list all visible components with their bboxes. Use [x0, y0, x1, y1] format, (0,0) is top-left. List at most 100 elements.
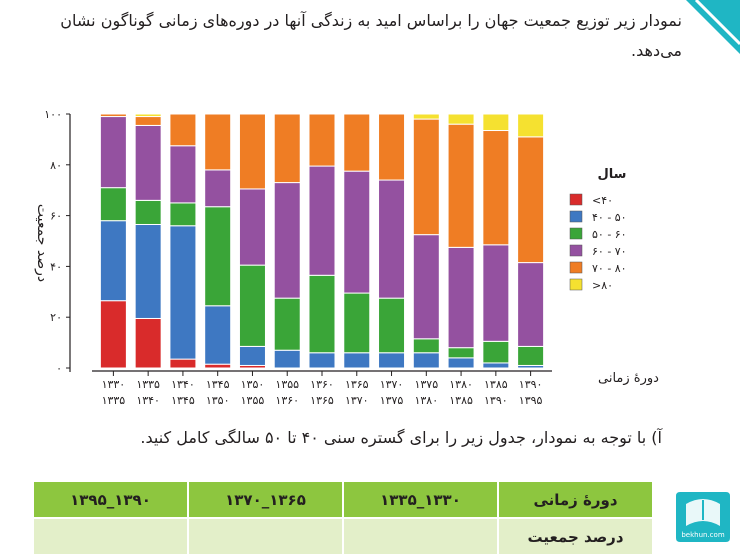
chart-x-tick-labels: ۱۳۳۰ ۱۳۳۵ ۱۳۳۵ ۱۳۴۰ ۱۳۴۰ ۱۳۴۵ ۱۳۴۵ ۱۳۵۰ ۱۳۵۰ ۱۳۵۵… [102, 371, 543, 407]
x-tick-label-end: ۱۳۴۰ [136, 394, 160, 407]
bar-segment [273, 349, 301, 369]
bar-segment [482, 113, 510, 132]
bar-segment [134, 223, 162, 319]
bar-segment [447, 113, 475, 125]
corner-fold-decoration [686, 0, 740, 54]
bar-segment [169, 225, 197, 360]
bar-segment [204, 363, 232, 369]
table-header-period-2: ۱۳۶۵_۱۳۷۰ [187, 480, 344, 519]
bar-segment [99, 300, 127, 369]
bar-segment [99, 113, 127, 118]
legend-swatch [569, 244, 583, 257]
bar-segment [204, 169, 232, 208]
answer-cell-3[interactable] [32, 517, 189, 556]
y-tick-label: ۸۰ [50, 159, 62, 172]
x-tick-label-start: ۱۳۵۰ [241, 378, 265, 391]
bar-segment [99, 116, 127, 189]
x-tick-label-end: ۱۳۹۵ [519, 394, 543, 407]
x-tick-label-start: ۱۳۸۰ [449, 378, 473, 391]
bar-segment [343, 352, 371, 369]
x-tick-label-start: ۱۳۶۵ [345, 378, 369, 391]
bar-segment [517, 113, 545, 138]
bar-segment [447, 347, 475, 359]
bar-segment [517, 262, 545, 347]
bar-segment [134, 116, 162, 126]
x-tick-label-start: ۱۳۵۵ [275, 378, 299, 391]
bar-segment [238, 264, 266, 347]
bar-segment [169, 202, 197, 227]
bar-segment [412, 118, 440, 236]
legend-title: سال [598, 167, 627, 182]
bar-segment [447, 246, 475, 349]
chart-y-tick-labels: ۰ ۲۰ ۴۰ ۶۰ ۸۰ ۱۰۰ [44, 108, 70, 375]
bar-segment [238, 345, 266, 366]
bar-segment [343, 170, 371, 294]
chart-bars [99, 113, 545, 369]
bar-segment [517, 136, 545, 264]
table-row: درصد جمعیت [32, 517, 654, 556]
bar-segment [412, 352, 440, 369]
bar-segment [169, 145, 197, 204]
chart-x-axis-label: دورهٔ زمانی [598, 371, 659, 386]
bar-segment [447, 123, 475, 248]
x-tick-label-start: ۱۳۸۵ [484, 378, 508, 391]
bar-segment [134, 124, 162, 201]
table-header-period-1: ۱۳۳۰_۱۳۳۵ [342, 480, 499, 519]
bar-segment [517, 345, 545, 366]
bar-segment [99, 187, 127, 222]
legend-swatch [569, 210, 583, 223]
bar-segment [343, 292, 371, 354]
bar-segment [308, 352, 336, 369]
x-tick-label-end: ۱۳۵۰ [206, 394, 230, 407]
x-tick-label-end: ۱۳۷۰ [345, 394, 369, 407]
x-tick-label-start: ۱۳۴۰ [171, 378, 195, 391]
legend-swatch [569, 261, 583, 274]
x-tick-label-start: ۱۳۴۵ [206, 378, 230, 391]
svg-text:bekhun.com: bekhun.com [681, 531, 724, 539]
bar-segment [273, 182, 301, 299]
bar-segment [99, 220, 127, 302]
bar-segment [134, 199, 162, 225]
bar-segment [412, 234, 440, 340]
bar-segment [482, 130, 510, 246]
x-tick-label-end: ۱۳۶۵ [310, 394, 334, 407]
x-tick-label-end: ۱۳۸۰ [414, 394, 438, 407]
bekhun-logo: bekhun.com [676, 492, 730, 542]
bar-segment [447, 357, 475, 369]
y-tick-label: ۶۰ [50, 210, 62, 223]
answer-cell-2[interactable] [187, 517, 344, 556]
bar-segment [238, 188, 266, 266]
x-tick-label-end: ۱۳۳۵ [102, 394, 126, 407]
legend-swatch [569, 278, 583, 291]
chart-y-axis-label: درصد جمعیت [34, 204, 50, 282]
legend-label: ۵۰ - ۶۰ [592, 228, 627, 241]
bar-segment [169, 113, 197, 147]
legend-label: ۷۰ - ۸۰ [592, 262, 627, 275]
legend-label: ۶۰ - ۷۰ [592, 245, 627, 258]
bar-segment [412, 113, 440, 120]
legend-swatch [569, 227, 583, 240]
bar-segment [169, 358, 197, 369]
answer-cell-1[interactable] [342, 517, 499, 556]
bar-segment [412, 338, 440, 354]
bar-segment [378, 297, 406, 354]
x-tick-label-start: ۱۳۳۰ [102, 378, 126, 391]
bar-segment [273, 297, 301, 351]
y-tick-label: ۴۰ [50, 260, 62, 273]
legend-label: <۴۰ [592, 194, 613, 207]
bar-segment [482, 362, 510, 369]
x-tick-label-end: ۱۳۵۵ [241, 394, 265, 407]
table-header-period-3: ۱۳۹۰_۱۳۹۵ [32, 480, 189, 519]
chart-legend: سال <۴۰ ۴۰ - ۵۰ ۵۰ - ۶۰ ۶۰ - ۷۰ ۷۰ - ۸۰ >۸۰ [569, 167, 627, 292]
x-tick-label-end: ۱۳۹۰ [484, 394, 508, 407]
bar-segment [378, 352, 406, 369]
x-tick-label-end: ۱۳۴۵ [171, 394, 195, 407]
bar-segment [343, 113, 371, 172]
bar-segment [308, 113, 336, 167]
stacked-bar-chart: ۱۳۳۰ ۱۳۳۵ ۱۳۳۵ ۱۳۴۰ ۱۳۴۰ ۱۳۴۵ ۱۳۴۵ ۱۳۵۰ ۱۳۵۰ ۱۳۵۵… [34, 108, 659, 407]
y-tick-label: ۲۰ [50, 311, 62, 324]
x-tick-label-end: ۱۳۶۰ [275, 394, 299, 407]
table-row-label: درصد جمعیت [497, 517, 654, 556]
table-header-label: دورهٔ زمانی [497, 480, 654, 519]
x-tick-label-end: ۱۳۷۵ [380, 394, 404, 407]
